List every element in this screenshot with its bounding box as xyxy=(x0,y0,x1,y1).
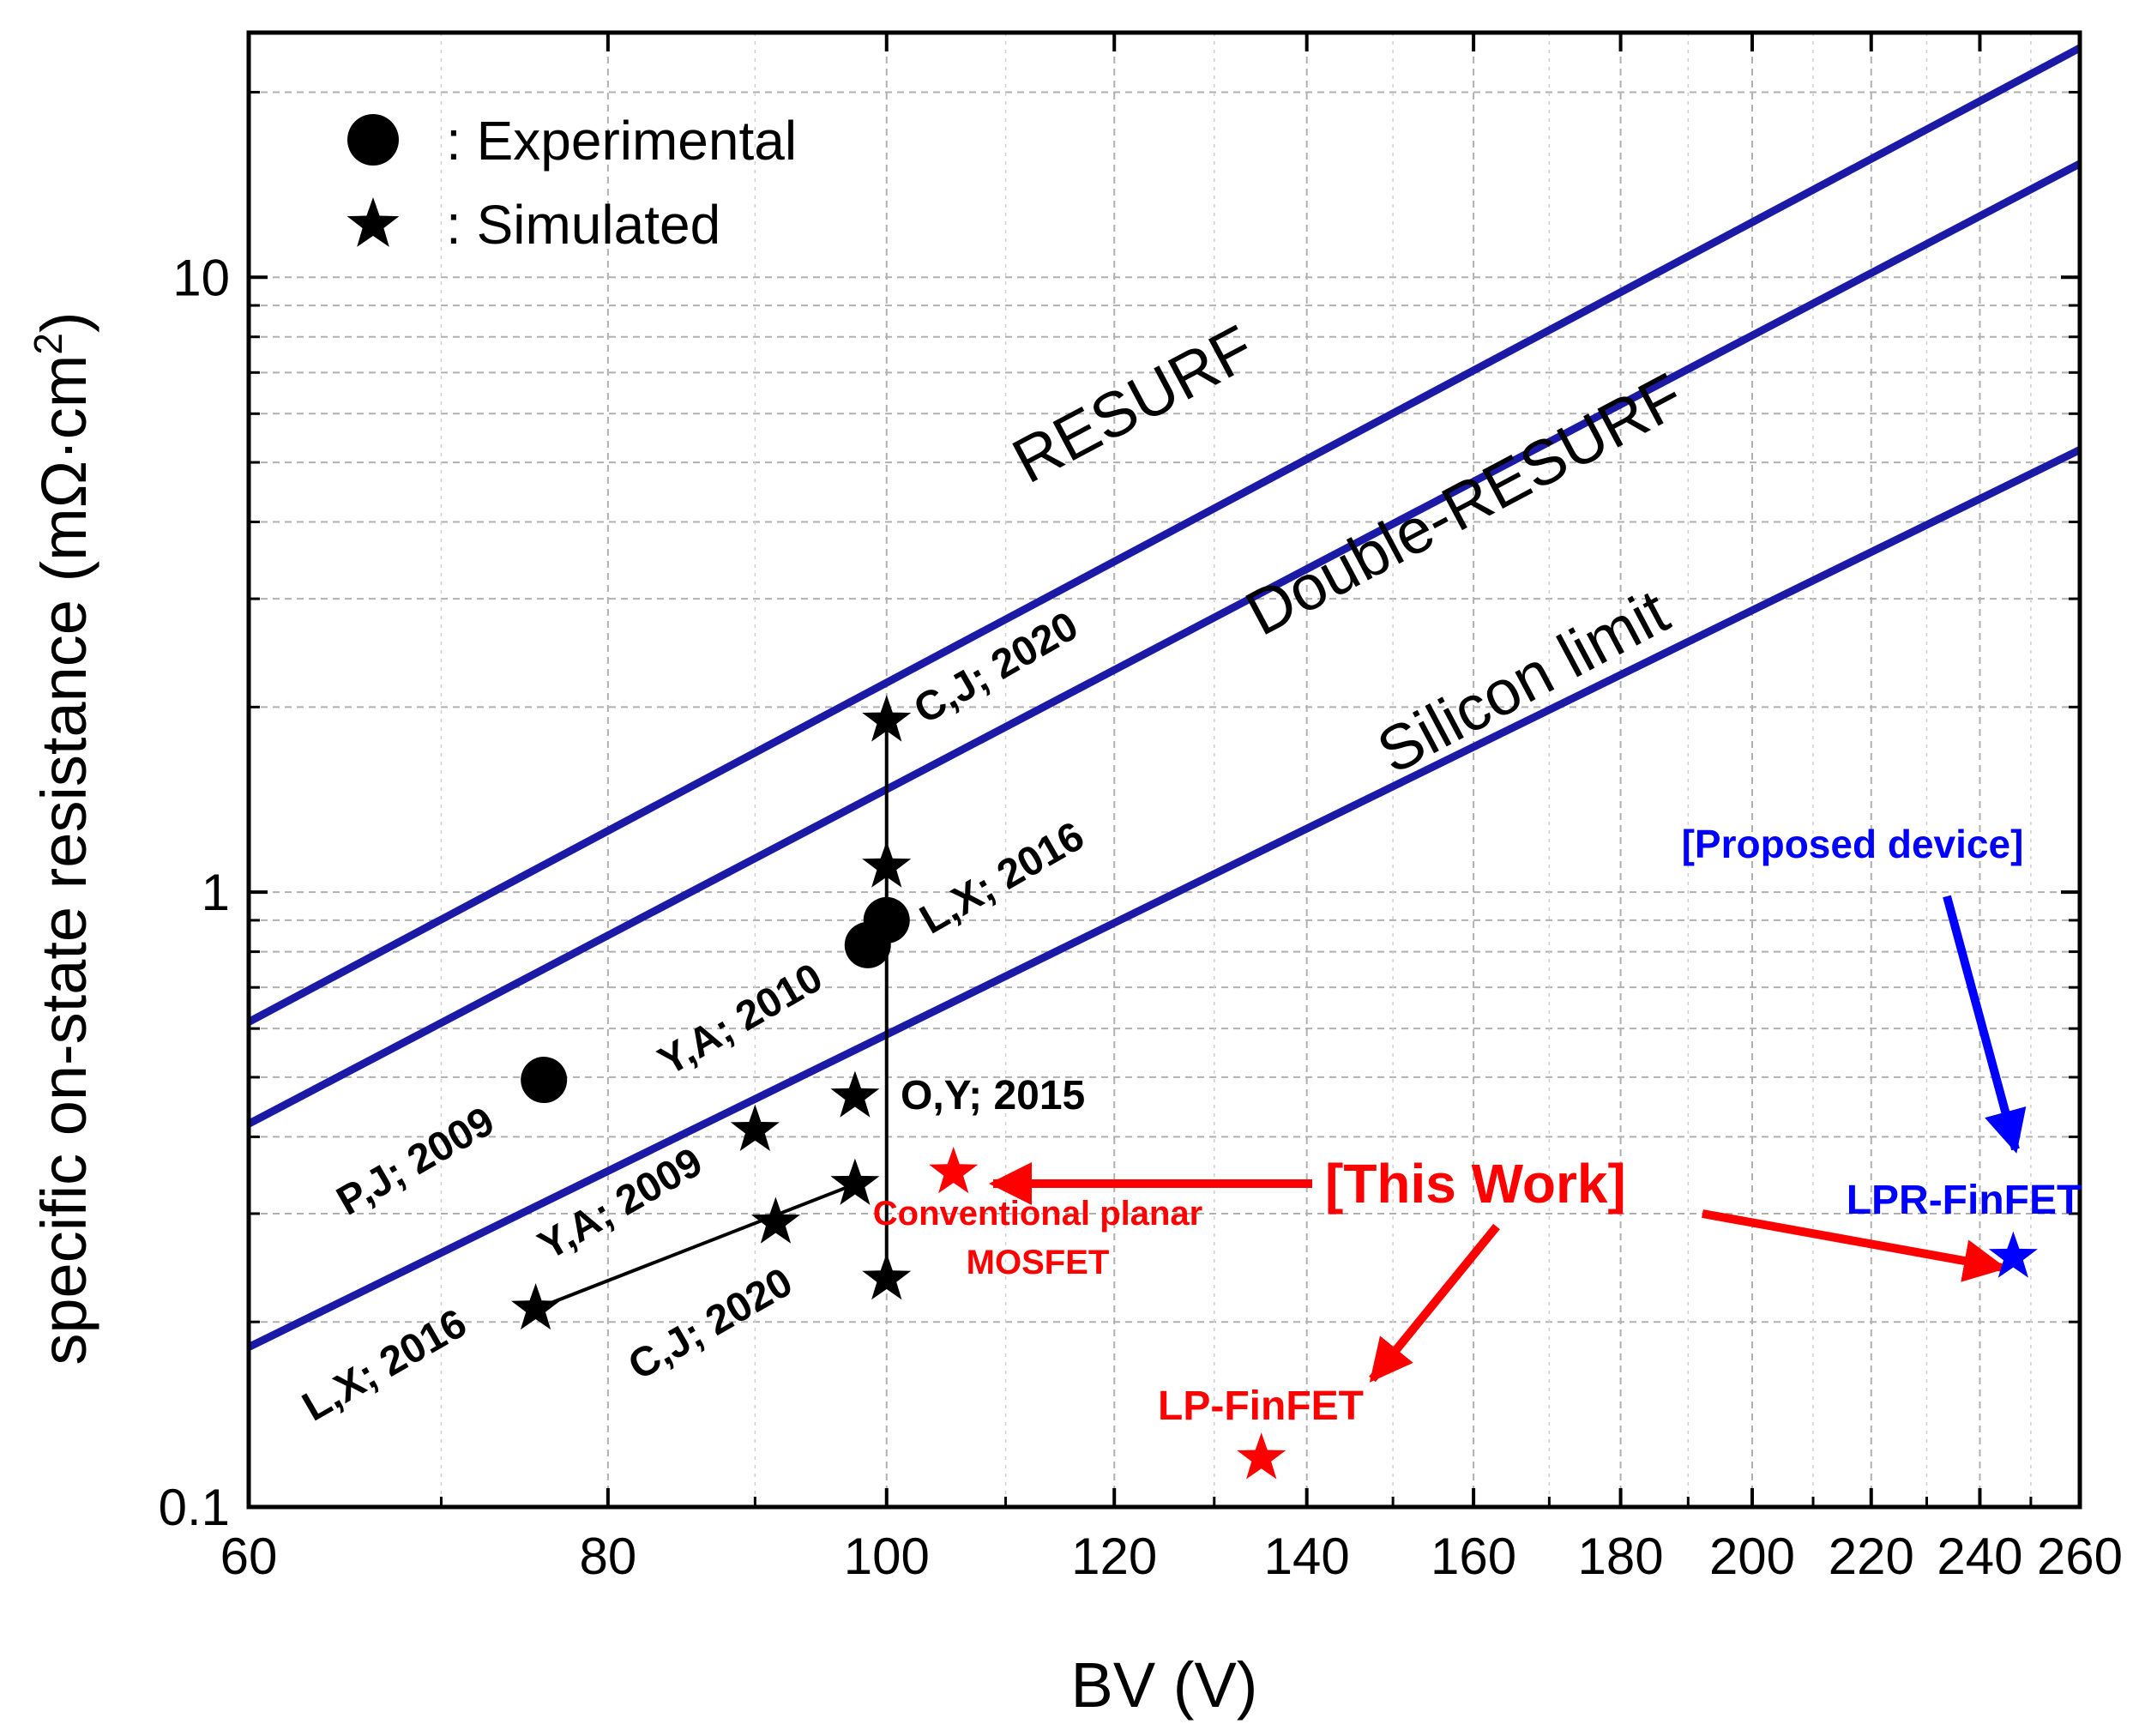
connector-line-1 xyxy=(534,1182,856,1311)
resurf-label: RESURF xyxy=(1001,311,1265,497)
point-1-3 xyxy=(730,1104,780,1151)
point-1-2 xyxy=(830,1070,880,1118)
point-1-1 xyxy=(862,841,912,888)
y-axis-title: specific on-state resistance (mΩ·cm2) xyxy=(26,311,99,1365)
x-tick-label: 160 xyxy=(1431,1528,1516,1585)
data-points xyxy=(511,695,2038,1480)
arrow-proposed xyxy=(1943,895,2027,1154)
label-lx-2016-top: L,X; 2016 xyxy=(913,813,1092,943)
point-1-4 xyxy=(830,1158,880,1205)
this-work-label: [This Work] xyxy=(1325,1153,1626,1215)
legend-star-marker xyxy=(346,197,400,247)
lp-finfet-label: LP-FinFET xyxy=(1158,1383,1364,1429)
legend-label-experimental: : Experimental xyxy=(446,110,797,172)
y-axis-title-main: specific on-state resistance (mΩ·cm xyxy=(28,355,99,1365)
arrow-to-lp-finfet xyxy=(1369,1223,1500,1383)
point-1-6 xyxy=(862,1253,912,1300)
legend: : Experimental : Simulated xyxy=(346,110,797,256)
y-axis-title-end: ) xyxy=(28,311,99,333)
arrow-to-lpr-finfet xyxy=(1702,1209,2007,1282)
limit-line-1 xyxy=(246,160,2082,1128)
lpr-finfet-label: LPR-FinFET xyxy=(1847,1178,2082,1223)
label-lx-2016-bottom: L,X; 2016 xyxy=(295,1300,474,1430)
point-2-0 xyxy=(929,1147,979,1194)
label-ya-2010: Y,A; 2010 xyxy=(651,955,830,1084)
proposed-device-label: [Proposed device] xyxy=(1682,822,2024,866)
y-axis-title-sup: 2 xyxy=(26,333,70,355)
x-tick-label: 120 xyxy=(1071,1528,1157,1585)
x-axis-title: BV (V) xyxy=(1071,1649,1258,1721)
y-tick-label: 0.1 xyxy=(159,1479,230,1536)
label-pj-2009: P,J; 2009 xyxy=(329,1099,502,1225)
point-1-5 xyxy=(750,1197,800,1244)
y-tick-label: 10 xyxy=(172,249,230,306)
label-cj-2020-bottom: C,J; 2020 xyxy=(621,1259,800,1389)
x-tick-label: 140 xyxy=(1264,1528,1350,1585)
legend-circle-marker xyxy=(347,114,399,166)
x-tick-label: 80 xyxy=(579,1528,636,1585)
axis-ticks: 60 80 100 120 140 160 180 200 220 240 260 0.1 1 10 xyxy=(159,33,2123,1585)
point-0-0 xyxy=(521,1057,568,1104)
x-tick-label: 260 xyxy=(2037,1528,2123,1585)
limit-line-0 xyxy=(246,44,2082,1026)
x-tick-label: 240 xyxy=(1937,1528,2022,1585)
point-0-2 xyxy=(863,896,910,943)
plot-frame xyxy=(246,30,2082,1510)
annotation-arrows xyxy=(989,895,2027,1383)
conventional-label-line2: MOSFET xyxy=(967,1244,1110,1281)
legend-label-simulated: : Simulated xyxy=(446,194,720,256)
x-tick-label: 180 xyxy=(1578,1528,1664,1585)
silicon-limit-label: Silicon limit xyxy=(1366,576,1680,787)
label-oy-2015: O,Y; 2015 xyxy=(901,1073,1085,1118)
point-3-0 xyxy=(1988,1231,2038,1278)
conventional-label-line1: Conventional planar xyxy=(873,1195,1203,1233)
y-tick-label: 1 xyxy=(202,864,230,921)
point-1-7 xyxy=(511,1283,561,1330)
point-1-0 xyxy=(862,695,912,742)
connectors xyxy=(534,720,889,1311)
limit-lines xyxy=(246,44,2082,1351)
x-tick-label: 100 xyxy=(844,1528,930,1585)
limit-line-2 xyxy=(247,446,2082,1351)
x-tick-label: 200 xyxy=(1709,1528,1795,1585)
point-2-1 xyxy=(1237,1432,1286,1480)
x-tick-label: 60 xyxy=(220,1528,278,1585)
x-tick-label: 220 xyxy=(1829,1528,1914,1585)
